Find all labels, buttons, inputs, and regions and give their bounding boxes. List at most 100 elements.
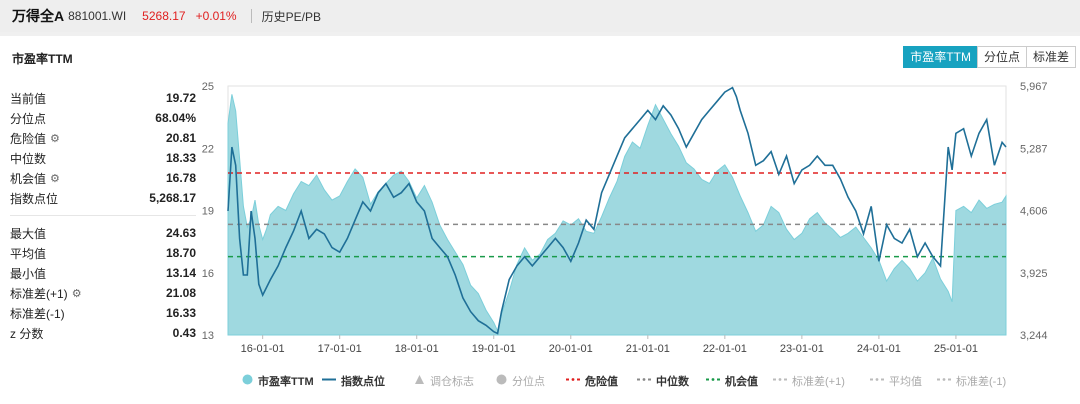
chart-legend: 市盈率TTM 指数点位 调仓标志 分位点 危险值 中位数 机会值 标准差(+1) 平均值 标准差(…	[0, 369, 1080, 393]
y-left-tick-label: 22	[202, 143, 214, 155]
legend-item[interactable]: 中位数	[637, 373, 689, 389]
pe-chart: 13 16 19 22 25 3,244 3,925 4,606 5,287 5,967 16-01…	[202, 81, 1048, 355]
y-right-tick-label: 4,606	[1020, 206, 1048, 218]
toggle-percentile-button[interactable]: 分位点	[976, 46, 1027, 68]
stat-value: 0.43	[172, 326, 196, 340]
stat-label-text: 平均值	[10, 246, 47, 261]
stat-label-text: 标准差(+1)	[10, 286, 68, 301]
stat-value: 19.72	[165, 91, 196, 105]
triangle-marker-icon	[414, 374, 425, 388]
stat-label: 最大值	[10, 225, 46, 242]
stat-label-text: z 分数	[10, 326, 44, 341]
stat-value: 68.04%	[155, 111, 196, 125]
x-tick-label: 20-01-01	[549, 343, 593, 355]
y-left-tick-label: 13	[202, 330, 214, 342]
dot-marker-icon	[496, 374, 507, 388]
stat-value: 5,268.17	[149, 191, 196, 205]
y-left-tick-label: 25	[202, 81, 214, 93]
stat-row: 机会值 ⚙ 16.78	[10, 168, 196, 188]
index-change: +0.01%	[195, 9, 237, 23]
stat-value: 24.63	[165, 226, 196, 240]
legend-label: 分位点	[512, 376, 545, 388]
x-tick-label: 22-01-01	[703, 343, 747, 355]
x-tick-label: 23-01-01	[780, 343, 824, 355]
dash-marker-icon	[870, 374, 884, 388]
dot-marker-icon	[242, 374, 253, 388]
legend-label: 平均值	[889, 376, 922, 388]
legend-label: 危险值	[585, 376, 618, 388]
stat-row: z 分数 0.43	[10, 323, 196, 343]
gear-icon[interactable]: ⚙	[50, 172, 60, 185]
toggle-pe-ttm-button[interactable]: 市盈率TTM	[903, 46, 978, 68]
legend-item[interactable]: 标准差(+1)	[773, 373, 845, 389]
stat-row: 当前值 19.72	[10, 88, 196, 108]
dash-marker-icon	[773, 374, 787, 388]
index-code: 881001.WI	[68, 9, 127, 23]
stat-label: z 分数	[10, 325, 43, 342]
stat-label-text: 分位点	[10, 111, 47, 126]
x-tick-label: 17-01-01	[318, 343, 362, 355]
legend-item[interactable]: 平均值	[870, 373, 922, 389]
legend-item[interactable]: 调仓标志	[414, 373, 474, 389]
dash-marker-icon	[706, 374, 720, 388]
legend-label: 调仓标志	[430, 376, 474, 388]
legend-label: 中位数	[656, 376, 689, 388]
legend-item[interactable]: 分位点	[496, 373, 545, 389]
stat-label: 标准差(+1) ⚙	[10, 285, 82, 302]
index-line	[227, 86, 1007, 335]
history-pe-pb-link[interactable]: 历史PE/PB	[261, 9, 321, 24]
stat-label: 当前值	[10, 90, 46, 107]
dash-marker-icon	[937, 374, 951, 388]
legend-item[interactable]: 危险值	[566, 373, 618, 389]
stat-row: 最小值 13.14	[10, 263, 196, 283]
stat-value: 13.14	[165, 266, 196, 280]
stat-value: 16.78	[165, 171, 196, 185]
stat-row: 标准差(+1) ⚙ 21.08	[10, 283, 196, 303]
stat-label: 危险值 ⚙	[10, 130, 60, 147]
dash-marker-icon	[566, 374, 580, 388]
stat-label-text: 当前值	[10, 91, 47, 106]
stat-row: 标准差(-1) 16.33	[10, 303, 196, 323]
stat-row: 中位数 18.33	[10, 148, 196, 168]
stat-label-text: 中位数	[10, 151, 47, 166]
legend-label: 指数点位	[341, 376, 385, 388]
stat-row: 最大值 24.63	[10, 223, 196, 243]
legend-item[interactable]: 指数点位	[322, 373, 385, 389]
y-right-tick-label: 3,925	[1020, 268, 1048, 280]
stat-label-text: 危险值	[10, 131, 47, 146]
chart-panel: 市盈率TTM 市盈率TTM 分位点 标准差 当前值 19.72 分位点 68.04% 危…	[0, 36, 1080, 404]
stat-value: 18.70	[165, 246, 196, 260]
stat-label: 最小值	[10, 265, 46, 282]
stat-label: 分位点	[10, 110, 46, 127]
y-left-tick-label: 16	[202, 268, 214, 280]
stat-label: 中位数	[10, 150, 46, 167]
x-tick-label: 19-01-01	[472, 343, 516, 355]
gear-icon[interactable]: ⚙	[50, 132, 60, 145]
index-name: 万得全A	[12, 8, 65, 24]
stat-label: 平均值	[10, 245, 46, 262]
stat-label-text: 最小值	[10, 266, 47, 281]
stat-label-text: 标准差(-1)	[10, 306, 65, 321]
metric-toggle: 市盈率TTM 分位点 标准差	[903, 46, 1076, 68]
top-bar: 万得全A 881001.WI 5268.17 +0.01% 历史PE/PB	[0, 0, 1080, 32]
stats-table: 当前值 19.72 分位点 68.04% 危险值 ⚙ 20.81 中位数 18.33 机会值 ⚙ 16…	[10, 88, 196, 343]
legend-item[interactable]: 标准差(-1)	[937, 373, 1006, 389]
legend-item[interactable]: 市盈率TTM	[242, 373, 314, 389]
x-tick-label: 18-01-01	[395, 343, 439, 355]
stat-value: 16.33	[165, 306, 196, 320]
gear-icon[interactable]: ⚙	[71, 287, 82, 300]
stat-label-text: 最大值	[10, 226, 47, 241]
x-tick-label: 25-01-01	[934, 343, 978, 355]
toggle-stddev-button[interactable]: 标准差	[1025, 46, 1076, 68]
legend-label: 标准差(-1)	[956, 376, 1007, 388]
header-divider	[250, 9, 252, 23]
x-tick-label: 16-01-01	[241, 343, 285, 355]
legend-item[interactable]: 机会值	[706, 373, 758, 389]
y-right-tick-label: 3,244	[1020, 330, 1048, 342]
y-right-tick-label: 5,287	[1020, 143, 1048, 155]
stat-value: 18.33	[165, 151, 196, 165]
y-right-tick-label: 5,967	[1020, 81, 1048, 93]
stat-row: 平均值 18.70	[10, 243, 196, 263]
stat-row: 危险值 ⚙ 20.81	[10, 128, 196, 148]
stat-value: 21.08	[165, 286, 196, 300]
